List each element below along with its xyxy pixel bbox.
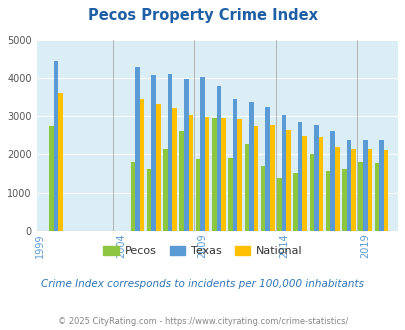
Bar: [374, 163, 378, 231]
Bar: [179, 131, 183, 231]
Bar: [334, 147, 339, 231]
Bar: [156, 104, 160, 231]
Bar: [383, 150, 388, 231]
Bar: [49, 126, 53, 231]
Bar: [269, 125, 274, 231]
Text: © 2025 CityRating.com - https://www.cityrating.com/crime-statistics/: © 2025 CityRating.com - https://www.city…: [58, 317, 347, 326]
Bar: [135, 67, 139, 231]
Bar: [58, 93, 63, 231]
Bar: [358, 162, 362, 231]
Bar: [318, 137, 322, 231]
Bar: [286, 130, 290, 231]
Bar: [346, 140, 350, 231]
Bar: [200, 78, 205, 231]
Bar: [237, 119, 241, 231]
Bar: [253, 126, 258, 231]
Bar: [313, 125, 318, 231]
Legend: Pecos, Texas, National: Pecos, Texas, National: [99, 242, 306, 261]
Bar: [163, 149, 167, 231]
Bar: [147, 169, 151, 231]
Bar: [330, 131, 334, 231]
Bar: [216, 86, 221, 231]
Bar: [195, 159, 200, 231]
Bar: [362, 140, 367, 231]
Bar: [188, 115, 193, 231]
Bar: [249, 102, 253, 231]
Text: Pecos Property Crime Index: Pecos Property Crime Index: [88, 8, 317, 23]
Bar: [293, 173, 297, 231]
Bar: [221, 118, 225, 231]
Bar: [378, 140, 383, 231]
Bar: [167, 75, 172, 231]
Bar: [265, 107, 269, 231]
Bar: [260, 166, 265, 231]
Bar: [350, 149, 355, 231]
Bar: [297, 121, 302, 231]
Bar: [130, 162, 135, 231]
Bar: [244, 144, 249, 231]
Bar: [367, 149, 371, 231]
Bar: [232, 99, 237, 231]
Bar: [139, 99, 144, 231]
Text: Crime Index corresponds to incidents per 100,000 inhabitants: Crime Index corresponds to incidents per…: [41, 279, 364, 289]
Bar: [302, 136, 306, 231]
Bar: [211, 118, 216, 231]
Bar: [281, 115, 286, 231]
Bar: [277, 178, 281, 231]
Bar: [341, 169, 346, 231]
Bar: [205, 117, 209, 231]
Bar: [183, 79, 188, 231]
Bar: [53, 61, 58, 231]
Bar: [325, 171, 330, 231]
Bar: [172, 108, 177, 231]
Bar: [309, 154, 313, 231]
Bar: [228, 158, 232, 231]
Bar: [151, 75, 156, 231]
